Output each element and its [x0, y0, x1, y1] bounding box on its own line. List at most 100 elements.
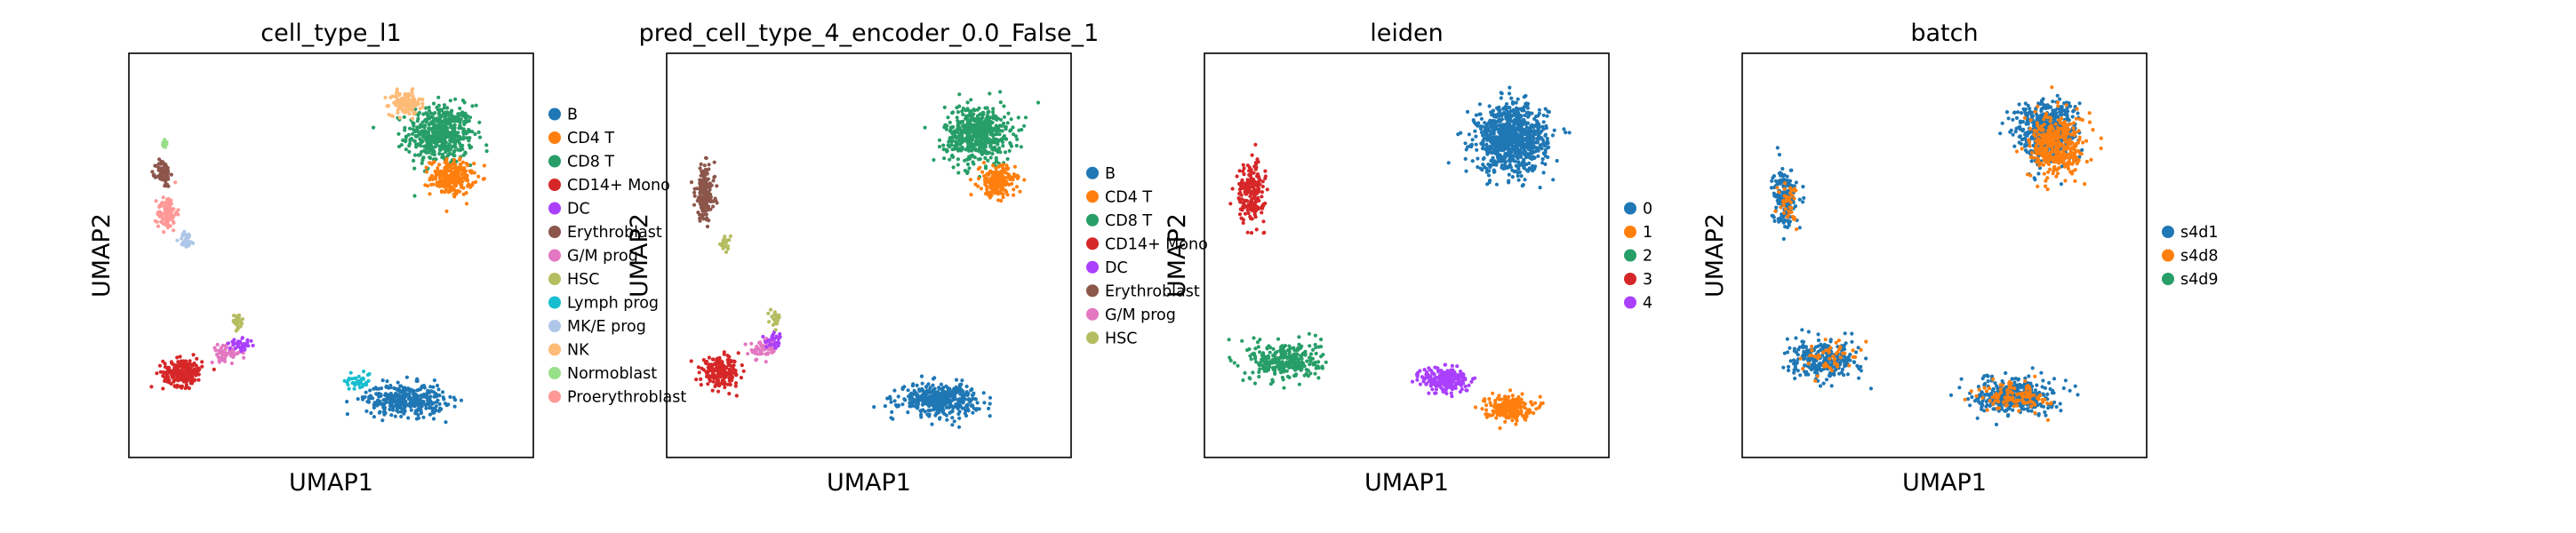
scatter-point [950, 155, 955, 159]
scatter-point [1486, 173, 1491, 178]
scatter-point [1541, 113, 1546, 117]
scatter-point [442, 106, 446, 110]
scatter-point [961, 112, 965, 116]
scatter-point [1507, 172, 1511, 177]
scatter-point [1001, 144, 1005, 148]
scatter-point [434, 400, 439, 404]
scatter-point [1483, 165, 1487, 170]
legend-marker [548, 107, 561, 121]
scatter-point [701, 173, 706, 178]
scatter-point [448, 187, 452, 191]
scatter-point [365, 400, 370, 404]
scatter-point [985, 116, 989, 121]
scatter-point [434, 394, 439, 399]
scatter-point [421, 415, 426, 419]
scatter-point [433, 111, 437, 115]
scatter-point [948, 386, 952, 391]
scatter-point [1520, 108, 1524, 113]
scatter-point [1504, 135, 1508, 139]
scatter-point [364, 390, 368, 394]
scatter-point [1481, 163, 1485, 167]
scatter-point [729, 358, 733, 363]
scatter-point [431, 122, 436, 126]
scatter-point [156, 224, 161, 228]
scatter-point [988, 130, 992, 134]
legend-label: CD4 T [567, 130, 614, 147]
scatter-point [712, 160, 716, 164]
scatter-point [183, 386, 188, 391]
legend-marker [1086, 260, 1099, 274]
scatter-point [477, 135, 483, 139]
scatter-point [356, 379, 360, 384]
scatter-point [1005, 175, 1010, 179]
scatter-point [402, 115, 406, 119]
scatter-point [1267, 344, 1271, 348]
scatter-point [948, 399, 952, 403]
scatter-point [174, 363, 179, 368]
scatter-point [701, 368, 706, 372]
scatter-point [1319, 338, 1324, 342]
scatter-point [702, 203, 707, 207]
scatter-point [420, 404, 424, 409]
scatter-point [1507, 154, 1511, 158]
scatter-point [956, 157, 960, 162]
scatter-point [1292, 373, 1297, 378]
scatter-point [472, 171, 476, 175]
scatter-point [975, 138, 980, 142]
scatter-point [724, 366, 729, 370]
scatter-point [705, 374, 709, 378]
scatter-point [1493, 127, 1498, 131]
scatter-point [929, 395, 933, 401]
scatter-point [1508, 85, 1512, 90]
scatter-point [448, 163, 453, 168]
legend-item: Erythroblast [548, 224, 662, 242]
scatter-point [694, 378, 699, 382]
scatter-point [746, 352, 750, 356]
scatter-point [736, 351, 740, 355]
scatter-point [771, 337, 775, 341]
scatter-point [1529, 167, 1534, 171]
scatter-point [424, 170, 429, 174]
scatter-point [212, 367, 216, 371]
scatter-point [428, 178, 432, 182]
scatter-point [1464, 169, 1468, 173]
scatter-point [397, 389, 402, 394]
scatter-point [711, 204, 716, 209]
scatter-point [164, 140, 168, 145]
scatter-point [1483, 124, 1487, 129]
legend-label: MK/E prog [567, 318, 646, 336]
scatter-point [185, 240, 189, 244]
cluster-12 [345, 375, 464, 425]
scatter-point [380, 418, 385, 423]
scatter-point [1002, 167, 1006, 171]
scatter-point [388, 392, 393, 396]
scatter-point [1538, 145, 1542, 150]
scatter-point [1522, 105, 1526, 109]
scatter-point [1253, 203, 1259, 208]
scatter-point [388, 383, 393, 388]
scatter-point [977, 135, 981, 139]
scatter-point [1525, 121, 1531, 125]
scatter-point [249, 338, 253, 343]
scatter-point [1525, 103, 1530, 107]
scatter-point [883, 404, 888, 409]
scatter-point [1512, 145, 1516, 149]
scatter-point [1268, 350, 1272, 354]
scatter-point [971, 144, 976, 149]
legend-marker [1086, 331, 1099, 345]
scatter-point [1484, 137, 1489, 141]
scatter-point [715, 201, 719, 205]
scatter-point [452, 166, 457, 171]
scatter-point [988, 155, 993, 160]
scatter-point [952, 419, 956, 424]
scatter-point [1529, 148, 1533, 154]
scatter-point [711, 379, 716, 384]
scatter-point [1255, 172, 1260, 177]
scatter-point [971, 410, 975, 415]
scatter-point [956, 411, 961, 417]
cluster-2 [689, 155, 719, 229]
scatter-point [184, 383, 188, 387]
scatter-point [428, 399, 433, 403]
scatter-point [733, 381, 739, 386]
scatter-point [422, 386, 427, 390]
